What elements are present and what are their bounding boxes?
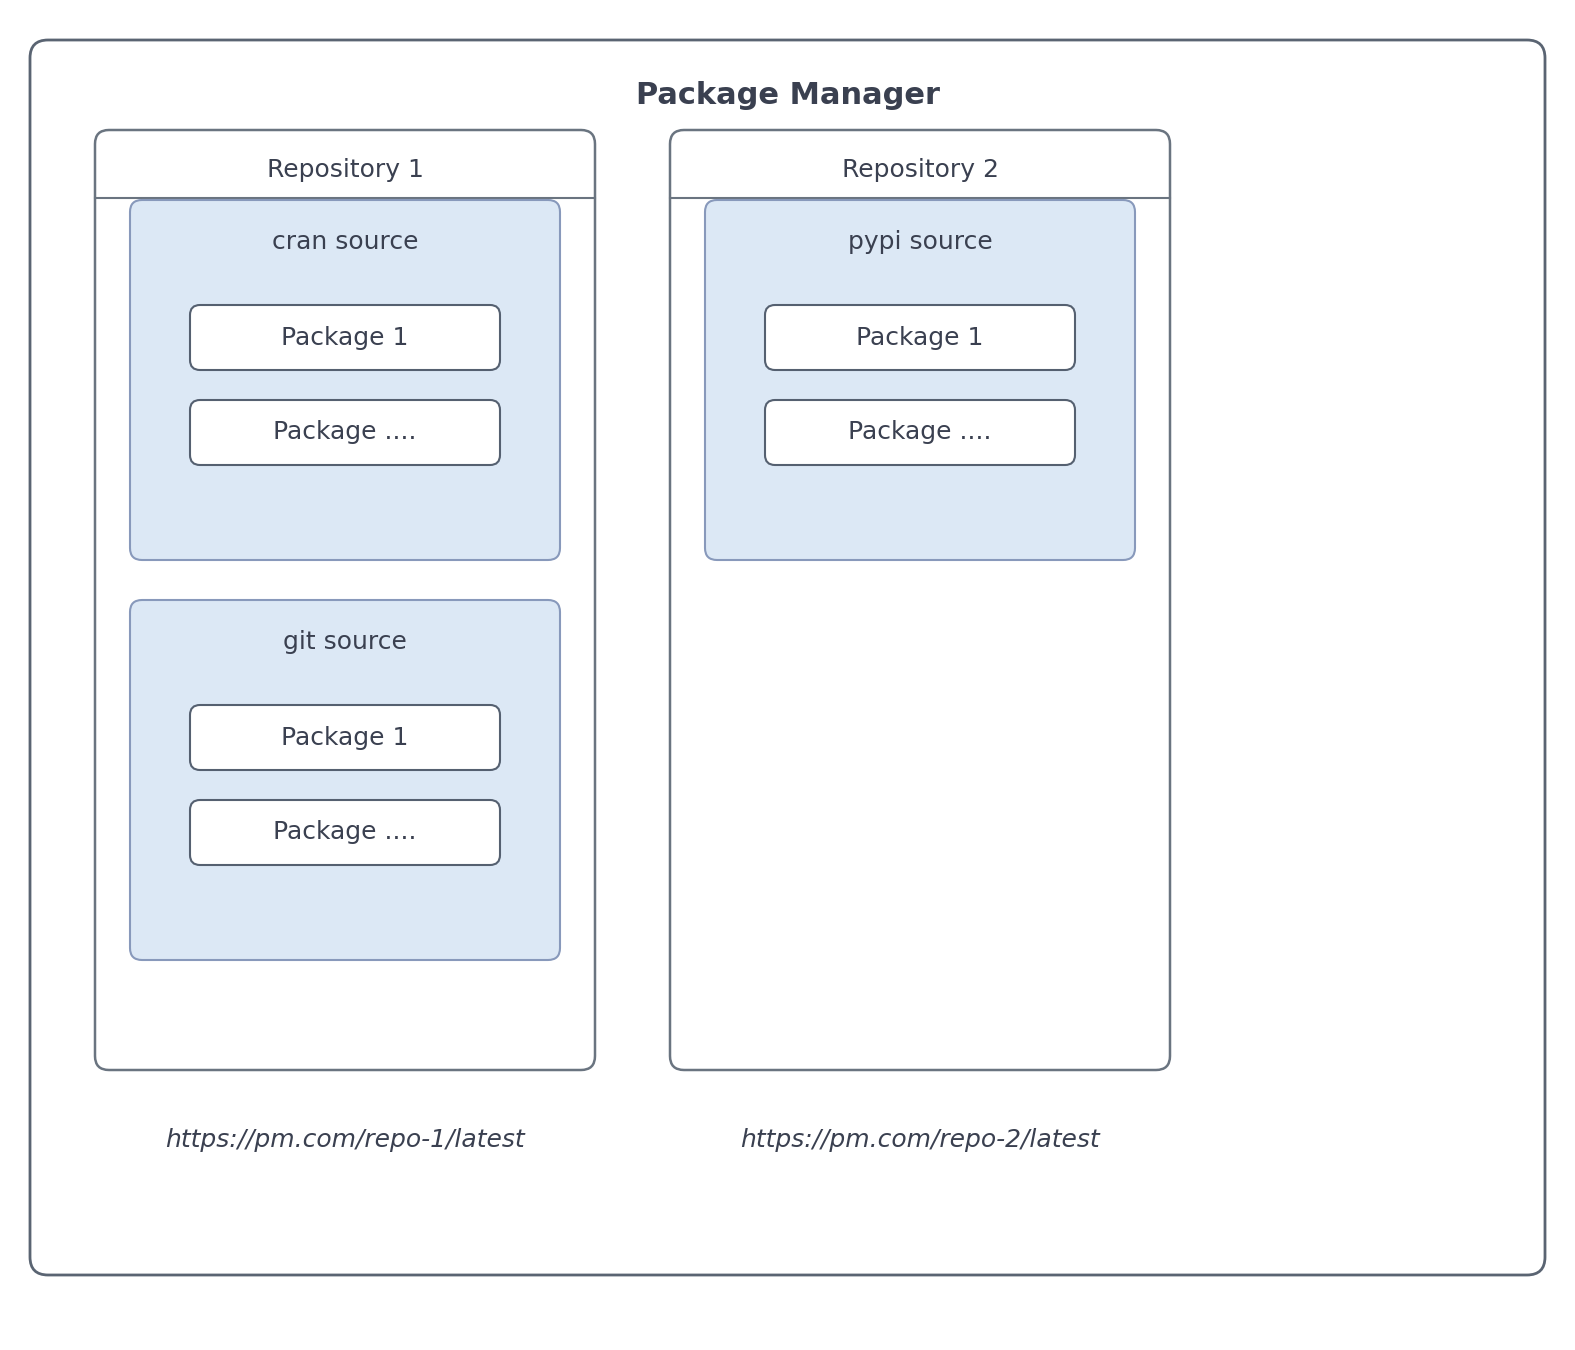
FancyBboxPatch shape bbox=[94, 130, 595, 1071]
FancyBboxPatch shape bbox=[191, 400, 499, 464]
Text: https://pm.com/repo-2/latest: https://pm.com/repo-2/latest bbox=[740, 1129, 1099, 1152]
Text: Package Manager: Package Manager bbox=[635, 81, 940, 109]
FancyBboxPatch shape bbox=[30, 40, 1545, 1274]
Text: Package ....: Package .... bbox=[272, 821, 417, 845]
Text: Package ....: Package .... bbox=[272, 420, 417, 444]
FancyBboxPatch shape bbox=[131, 200, 561, 560]
Text: https://pm.com/repo-1/latest: https://pm.com/repo-1/latest bbox=[165, 1129, 524, 1152]
Text: pypi source: pypi source bbox=[847, 230, 992, 254]
FancyBboxPatch shape bbox=[669, 130, 1170, 1071]
FancyBboxPatch shape bbox=[191, 801, 499, 865]
FancyBboxPatch shape bbox=[765, 305, 1076, 370]
Text: Package 1: Package 1 bbox=[282, 325, 408, 350]
Text: Repository 2: Repository 2 bbox=[841, 158, 999, 182]
FancyBboxPatch shape bbox=[765, 400, 1076, 464]
FancyBboxPatch shape bbox=[191, 705, 499, 770]
Text: git source: git source bbox=[284, 630, 406, 653]
Text: Package ....: Package .... bbox=[849, 420, 992, 444]
Text: Package 1: Package 1 bbox=[857, 325, 984, 350]
Text: Package 1: Package 1 bbox=[282, 725, 408, 749]
Text: cran source: cran source bbox=[272, 230, 419, 254]
FancyBboxPatch shape bbox=[706, 200, 1136, 560]
FancyBboxPatch shape bbox=[131, 599, 561, 960]
Text: Repository 1: Repository 1 bbox=[266, 158, 424, 182]
FancyBboxPatch shape bbox=[191, 305, 499, 370]
